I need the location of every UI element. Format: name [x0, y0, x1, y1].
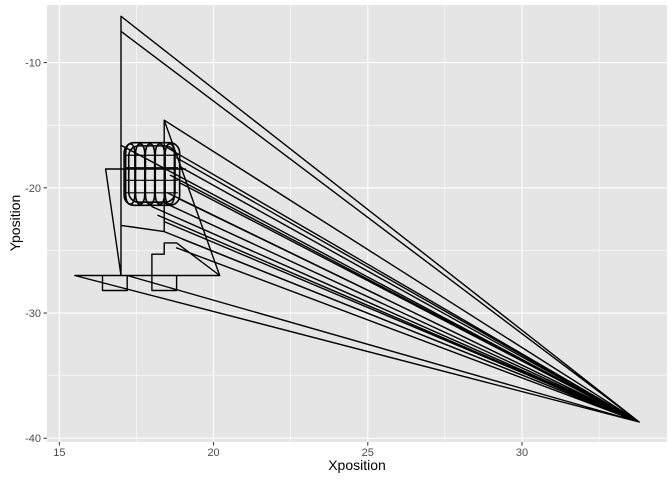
y-axis: -10 -20 -30 -40	[25, 58, 47, 445]
x-tick-label: 30	[516, 447, 528, 459]
x-tick-label: 25	[362, 447, 374, 459]
plot-panel	[47, 5, 667, 442]
series-line	[74, 15, 640, 423]
series-layer	[74, 15, 640, 423]
x-tick-label: 20	[207, 447, 219, 459]
y-axis-title: Yposition	[7, 195, 23, 252]
grid-minor	[47, 5, 667, 442]
y-tick-label: -30	[25, 308, 41, 320]
y-tick-label: -10	[25, 58, 41, 70]
x-tick-label: 15	[53, 447, 65, 459]
x-axis: 15 20 25 30	[53, 442, 528, 459]
loop-trace	[127, 145, 176, 204]
x-axis-title: Xposition	[328, 457, 386, 473]
y-tick-label: -20	[25, 183, 41, 195]
loop-trace	[123, 141, 181, 207]
grid-major	[47, 5, 667, 442]
y-tick-label: -40	[25, 433, 41, 445]
